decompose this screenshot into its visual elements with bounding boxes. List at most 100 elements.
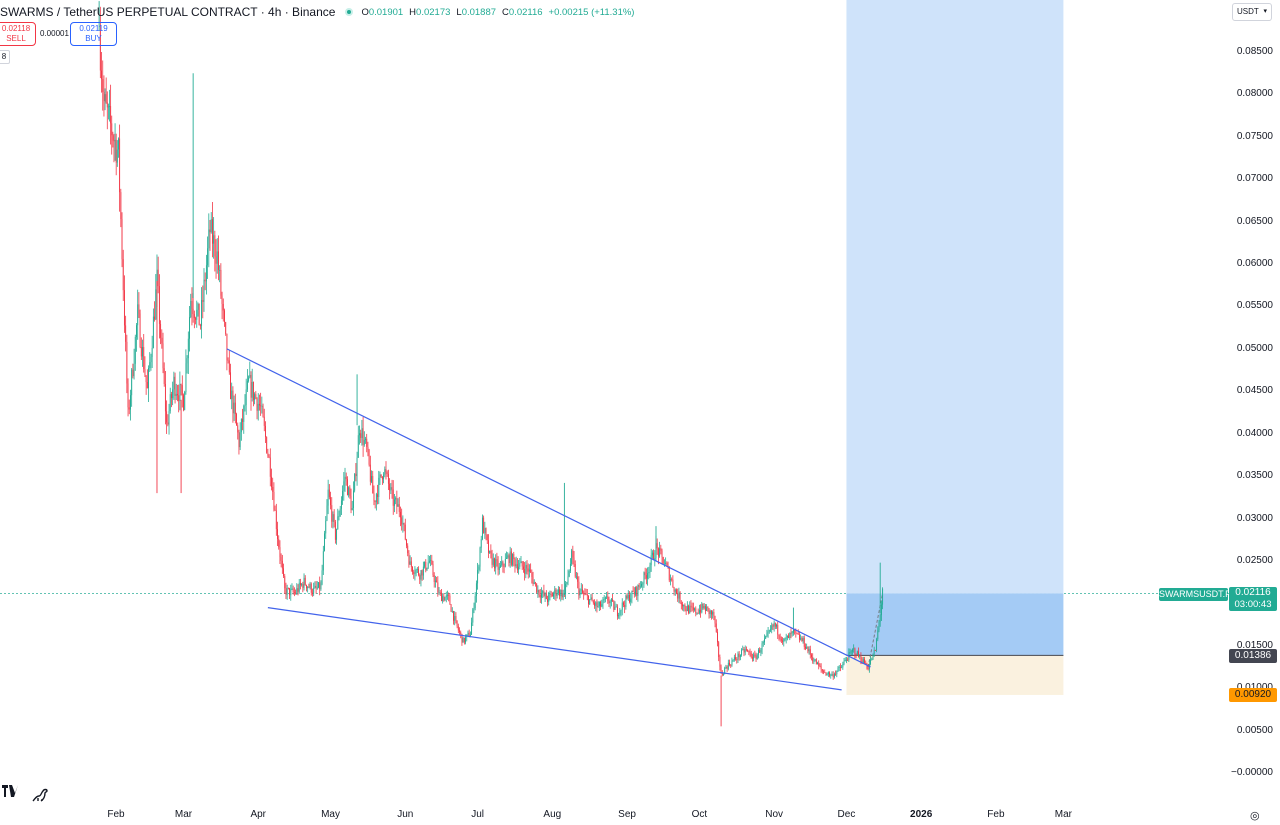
candle-body (805, 646, 806, 649)
candle-body (560, 590, 562, 597)
time-tick-label: Sep (618, 809, 636, 820)
candle-body (426, 567, 428, 570)
candle-body (220, 269, 222, 296)
candle-body (595, 602, 597, 606)
candle-body (621, 602, 623, 610)
candle-body (862, 659, 864, 664)
market-status-icon (345, 8, 354, 16)
candle-body (180, 383, 182, 386)
time-tick-label: Mar (1054, 809, 1073, 820)
volume-toggle[interactable]: 8 (0, 50, 10, 64)
candle-body (854, 648, 856, 655)
candle-body (191, 300, 193, 309)
candle-body (438, 592, 440, 594)
candle-body (653, 552, 655, 560)
candle-body (758, 649, 759, 655)
candle-body (340, 500, 342, 509)
candle-body (651, 552, 653, 556)
candle-body (513, 554, 515, 560)
candle-body (372, 476, 374, 494)
candle-body (281, 560, 283, 569)
candle-body (514, 559, 516, 567)
ohlc-low: L0.01887 (456, 6, 497, 18)
current-price-value: 0.02116 (1235, 587, 1271, 598)
candle-body (572, 550, 574, 558)
candle-body (120, 192, 122, 220)
candle-body (641, 583, 642, 587)
candle-body (668, 567, 670, 581)
candle-body (612, 599, 614, 601)
tradingview-logo-icon[interactable] (2, 784, 18, 800)
candle-body (821, 669, 823, 672)
candle-body (442, 596, 444, 602)
candle-body (812, 657, 814, 662)
candle-body (314, 585, 316, 588)
time-tick-label: Jun (397, 809, 414, 820)
candle-body (856, 651, 858, 656)
time-tick-label: Dec (837, 809, 856, 820)
currency-selector[interactable]: USDT ▾ (1232, 3, 1272, 21)
candle-body (350, 495, 352, 511)
candle-body (375, 494, 377, 503)
long-position-tool[interactable] (846, 0, 1064, 695)
candle-body (321, 570, 323, 584)
candle-body (554, 589, 556, 594)
candle-body (491, 553, 493, 565)
candle-body (333, 514, 335, 522)
candle-body (719, 657, 721, 667)
candle-body (443, 596, 445, 601)
price-tick-label: 0.06000 (1236, 258, 1273, 270)
candle-body (720, 666, 722, 674)
candle-body (785, 637, 787, 639)
candle-body (242, 418, 244, 422)
candle-body (596, 602, 598, 607)
candle-body (267, 452, 269, 456)
candle-body (701, 603, 703, 613)
candle-body (789, 633, 791, 639)
candle-body (578, 581, 580, 596)
wedge-trendline (226, 348, 871, 668)
price-tick-label: 0.00500 (1236, 724, 1273, 736)
sell-button[interactable]: 0.02118 SELL (0, 22, 36, 46)
candle-body (736, 659, 738, 660)
candle-body (520, 561, 522, 564)
candle-body (488, 540, 489, 553)
candle-body (142, 347, 143, 357)
candle-body (855, 654, 857, 656)
candle-body (312, 592, 313, 594)
candle-body (211, 219, 213, 244)
candle-body (455, 616, 457, 621)
candle-body (309, 583, 311, 588)
candle-body (636, 587, 638, 596)
candle-body (795, 630, 797, 633)
symbol-title[interactable]: SWARMS / TetherUS PERPETUAL CONTRACT · 4… (0, 5, 336, 19)
candle-body (414, 573, 416, 575)
candle-body (421, 570, 423, 576)
candle-body (479, 547, 481, 567)
candle-body (331, 505, 333, 522)
time-tick-label: 2026 (910, 809, 933, 820)
candle-body (419, 574, 421, 580)
candle-body (761, 643, 763, 651)
candle-body (367, 446, 369, 451)
candle-body (169, 394, 171, 412)
candle-body (780, 639, 782, 641)
candle-body (295, 592, 297, 594)
candle-body (633, 592, 635, 595)
candle-body (434, 580, 436, 583)
candle-body (507, 555, 509, 558)
settings-icon[interactable]: ◎ (1250, 810, 1260, 822)
buy-button[interactable]: 0.02119 BUY (70, 22, 117, 46)
candle-body (768, 630, 770, 632)
candle-body (199, 325, 201, 327)
dinosaur-icon[interactable] (30, 784, 50, 804)
candle-body (379, 474, 381, 478)
candle-body (285, 588, 287, 595)
candle-body (178, 395, 180, 402)
candle-body (807, 646, 809, 652)
candle-body (650, 555, 652, 566)
candle-body (735, 657, 737, 660)
candle-body (583, 592, 585, 594)
trendlines[interactable] (226, 348, 871, 691)
